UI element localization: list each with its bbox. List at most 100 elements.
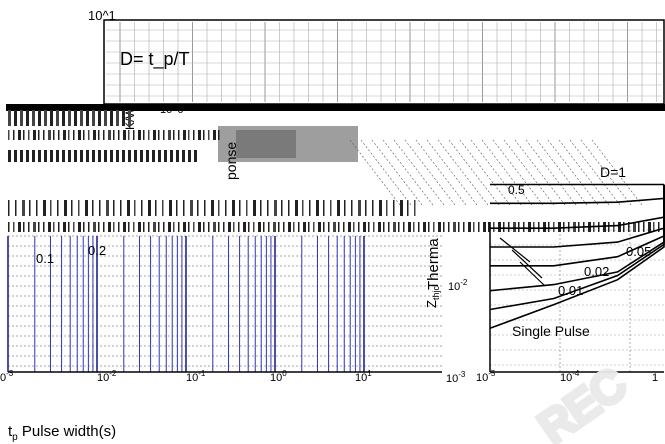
artifact-stripe <box>443 222 445 232</box>
artifact-stripe <box>104 150 107 162</box>
artifact-stripe <box>78 222 81 232</box>
artifact-stripe <box>83 222 85 232</box>
artifact-stripe <box>363 222 366 232</box>
artifact-stripe <box>260 200 262 216</box>
artifact-stripe <box>68 150 71 162</box>
artifact-stripe <box>118 222 120 232</box>
artifact-stripe <box>183 130 186 140</box>
artifact-stripe <box>388 222 390 232</box>
xtick-left-4: 101 <box>355 369 372 384</box>
artifact-stripe <box>128 130 130 140</box>
artifact-stripe <box>92 200 94 216</box>
artifact-stripe <box>134 150 137 162</box>
ytick-10-minus-2: 10-2 <box>448 278 468 293</box>
artifact-stripe <box>316 200 319 216</box>
artifact-stripe <box>158 222 160 232</box>
artifact-stripe <box>158 130 160 140</box>
artifact-stripe <box>302 200 304 216</box>
artifact-stripe <box>268 222 270 232</box>
artifact-stripe <box>20 150 23 162</box>
artifact-stripe <box>403 222 405 232</box>
artifact-stripe <box>438 222 441 232</box>
artifact-stripe <box>44 110 47 126</box>
artifact-stripe <box>116 150 119 162</box>
artifact-stripe <box>243 222 246 232</box>
artifact-stripe <box>233 222 235 232</box>
artifact-stripe <box>267 200 269 216</box>
artifact-stripe <box>493 222 495 232</box>
artifact-stripe <box>393 222 396 232</box>
artifact-stripe <box>18 130 21 140</box>
artifact-stripe <box>188 150 191 162</box>
artifact-stripe <box>638 222 640 232</box>
artifact-stripe <box>152 150 155 162</box>
artifact-stripe <box>281 200 283 216</box>
artifact-stripe <box>68 222 70 232</box>
series-label-0-2: 0.2 <box>88 243 106 258</box>
artifact-stripe <box>26 150 29 162</box>
artifact-stripe <box>176 150 179 162</box>
artifact-stripe <box>400 200 403 216</box>
artifact-stripe <box>178 222 180 232</box>
artifact-stripe <box>558 222 561 232</box>
artifact-stripe <box>458 222 460 232</box>
artifact-diagonal <box>547 139 599 206</box>
artifact-stripe <box>88 130 90 140</box>
artifact-stripe <box>178 130 180 140</box>
artifact-stripe <box>623 222 625 232</box>
series-label-d1: D=1 <box>600 164 626 180</box>
series-layer <box>190 107 665 330</box>
artifact-stripe <box>143 130 145 140</box>
artifact-stripe <box>64 200 67 216</box>
xtick-left-1: 10-2 <box>97 369 117 384</box>
artifact-stripe <box>176 200 178 216</box>
artifact-stripe <box>298 222 300 232</box>
artifact-stripe <box>23 130 25 140</box>
artifact-diagonal <box>404 139 456 206</box>
artifact-stripe <box>643 222 645 232</box>
artifact-stripe <box>43 130 45 140</box>
artifact-stripe <box>8 150 11 162</box>
artifact-stripe <box>50 150 53 162</box>
artifact-stripe <box>288 200 290 216</box>
artifact-stripe <box>603 222 606 232</box>
artifact-stripe <box>78 130 81 140</box>
artifact-stripe <box>83 130 85 140</box>
artifact-diagonal <box>459 139 511 206</box>
artifact-stripe <box>328 222 330 232</box>
artifact-stripe <box>153 130 156 140</box>
artifact-stripe <box>63 130 66 140</box>
artifact-diagonal <box>393 139 445 206</box>
artifact-stripe <box>428 222 430 232</box>
artifact-stripe <box>98 110 101 126</box>
artifact-stripe <box>533 222 535 232</box>
artifact-stripe <box>158 150 161 162</box>
artifact-stripe <box>86 150 89 162</box>
artifact-stripe <box>78 200 80 216</box>
artifact-stripe <box>278 222 280 232</box>
artifact-stripe <box>548 222 550 232</box>
artifact-diagonal <box>536 139 588 206</box>
artifact-stripe <box>182 150 185 162</box>
artifact-stripe <box>138 130 141 140</box>
xtick-left-2: 10-1 <box>186 369 206 384</box>
artifact-stripe <box>86 110 89 126</box>
artifact-stripe <box>163 222 165 232</box>
artifact-stripe <box>232 200 235 216</box>
artifact-stripe <box>164 150 167 162</box>
artifact-stripe <box>308 222 310 232</box>
artifact-stripe <box>28 130 30 140</box>
artifact-diagonal <box>349 139 401 206</box>
xtick-left-3: 100 <box>270 369 287 384</box>
artifact-stripe <box>122 150 125 162</box>
artifact-stripe <box>246 200 248 216</box>
artifact-stripe <box>163 130 165 140</box>
artifact-stripe <box>173 222 175 232</box>
artifact-diagonal <box>426 139 478 206</box>
artifact-stripe <box>473 222 475 232</box>
artifact-stripe <box>386 200 388 216</box>
artifact-stripe <box>62 110 65 126</box>
artifact-stripe <box>8 222 10 232</box>
